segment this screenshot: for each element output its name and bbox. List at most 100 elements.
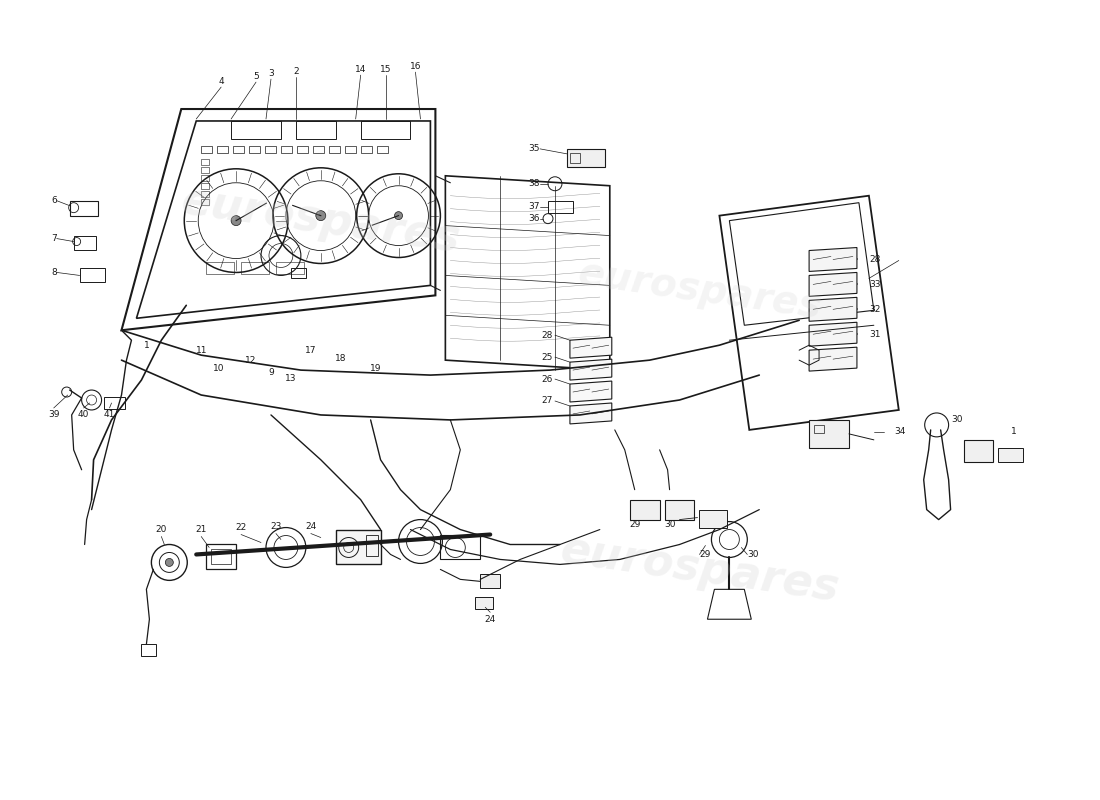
Bar bbox=[201, 159, 209, 165]
Circle shape bbox=[316, 210, 326, 221]
Bar bbox=[74, 235, 96, 250]
Bar bbox=[276, 262, 304, 274]
Bar bbox=[201, 146, 212, 153]
Bar bbox=[700, 510, 727, 527]
Bar bbox=[233, 146, 244, 153]
Bar bbox=[201, 182, 209, 189]
Text: 37: 37 bbox=[528, 202, 540, 211]
Text: eurospares: eurospares bbox=[178, 180, 463, 262]
Text: 39: 39 bbox=[48, 410, 59, 419]
Bar bbox=[201, 198, 209, 205]
Text: 5: 5 bbox=[253, 72, 258, 81]
Text: 24: 24 bbox=[305, 522, 317, 531]
Bar bbox=[440, 534, 481, 559]
Text: 28: 28 bbox=[869, 255, 880, 264]
Circle shape bbox=[231, 216, 241, 226]
Bar bbox=[297, 146, 308, 153]
Bar bbox=[481, 574, 500, 588]
Text: 26: 26 bbox=[541, 374, 553, 383]
Text: 15: 15 bbox=[379, 65, 392, 74]
Text: 12: 12 bbox=[245, 356, 256, 365]
Text: 10: 10 bbox=[213, 364, 224, 373]
Text: 9: 9 bbox=[268, 367, 274, 377]
Bar bbox=[344, 146, 355, 153]
Polygon shape bbox=[810, 273, 857, 296]
Bar bbox=[664, 500, 694, 519]
Polygon shape bbox=[810, 322, 857, 346]
Bar bbox=[629, 500, 660, 519]
Circle shape bbox=[395, 212, 403, 220]
Polygon shape bbox=[570, 381, 612, 402]
Bar bbox=[142, 644, 156, 656]
Text: 28: 28 bbox=[541, 330, 553, 340]
Text: 41: 41 bbox=[103, 410, 116, 419]
Bar bbox=[312, 146, 323, 153]
Text: 13: 13 bbox=[285, 374, 297, 382]
Text: 33: 33 bbox=[869, 280, 880, 289]
Bar bbox=[201, 190, 209, 197]
Text: 30: 30 bbox=[663, 520, 675, 529]
Bar bbox=[241, 262, 270, 274]
Text: 30: 30 bbox=[950, 415, 962, 425]
Text: 31: 31 bbox=[869, 330, 880, 338]
Text: 38: 38 bbox=[528, 179, 540, 188]
Bar bbox=[201, 167, 209, 173]
Text: 22: 22 bbox=[235, 523, 246, 532]
Bar bbox=[566, 149, 605, 167]
Bar bbox=[211, 550, 231, 565]
Text: 25: 25 bbox=[541, 353, 553, 362]
Text: 35: 35 bbox=[528, 144, 540, 154]
Bar bbox=[548, 201, 573, 213]
Text: 2: 2 bbox=[293, 66, 299, 76]
Bar bbox=[329, 146, 340, 153]
Bar bbox=[201, 174, 209, 181]
Text: 27: 27 bbox=[541, 397, 553, 406]
Bar bbox=[964, 440, 993, 462]
Bar bbox=[475, 598, 493, 610]
Bar bbox=[376, 146, 387, 153]
Polygon shape bbox=[810, 347, 857, 371]
Bar bbox=[206, 262, 234, 274]
Text: 14: 14 bbox=[355, 65, 366, 74]
Bar bbox=[69, 201, 98, 216]
Text: eurospares: eurospares bbox=[558, 529, 842, 610]
Polygon shape bbox=[570, 359, 612, 380]
Text: 36: 36 bbox=[528, 214, 540, 223]
Polygon shape bbox=[570, 338, 612, 358]
Bar bbox=[365, 534, 377, 557]
Bar bbox=[814, 425, 824, 433]
Bar bbox=[361, 121, 410, 139]
Polygon shape bbox=[570, 403, 612, 424]
Bar bbox=[999, 448, 1023, 462]
Text: 3: 3 bbox=[268, 69, 274, 78]
Text: 32: 32 bbox=[869, 305, 880, 314]
Circle shape bbox=[165, 558, 174, 566]
Bar bbox=[217, 146, 228, 153]
Text: 16: 16 bbox=[409, 62, 421, 70]
Polygon shape bbox=[810, 298, 857, 322]
Text: 21: 21 bbox=[196, 525, 207, 534]
Text: 23: 23 bbox=[271, 522, 282, 531]
Text: 11: 11 bbox=[196, 346, 207, 354]
Text: 29: 29 bbox=[629, 520, 640, 529]
Text: 1: 1 bbox=[143, 341, 150, 350]
Text: 1: 1 bbox=[1011, 427, 1016, 436]
Text: 7: 7 bbox=[51, 234, 57, 243]
Text: 40: 40 bbox=[78, 410, 89, 419]
Text: 17: 17 bbox=[305, 346, 317, 354]
Bar bbox=[103, 397, 125, 409]
Text: 19: 19 bbox=[370, 364, 382, 373]
Text: 24: 24 bbox=[485, 614, 496, 624]
Bar bbox=[296, 121, 336, 139]
Bar bbox=[249, 146, 260, 153]
Text: 30: 30 bbox=[747, 550, 759, 559]
Bar bbox=[570, 153, 580, 163]
Text: 29: 29 bbox=[700, 550, 711, 559]
Text: 18: 18 bbox=[336, 354, 346, 362]
Text: 20: 20 bbox=[156, 525, 167, 534]
Bar bbox=[361, 146, 372, 153]
Bar bbox=[206, 545, 236, 570]
Text: eurospares: eurospares bbox=[575, 254, 824, 326]
Text: 34: 34 bbox=[894, 427, 905, 436]
Bar bbox=[810, 420, 849, 448]
